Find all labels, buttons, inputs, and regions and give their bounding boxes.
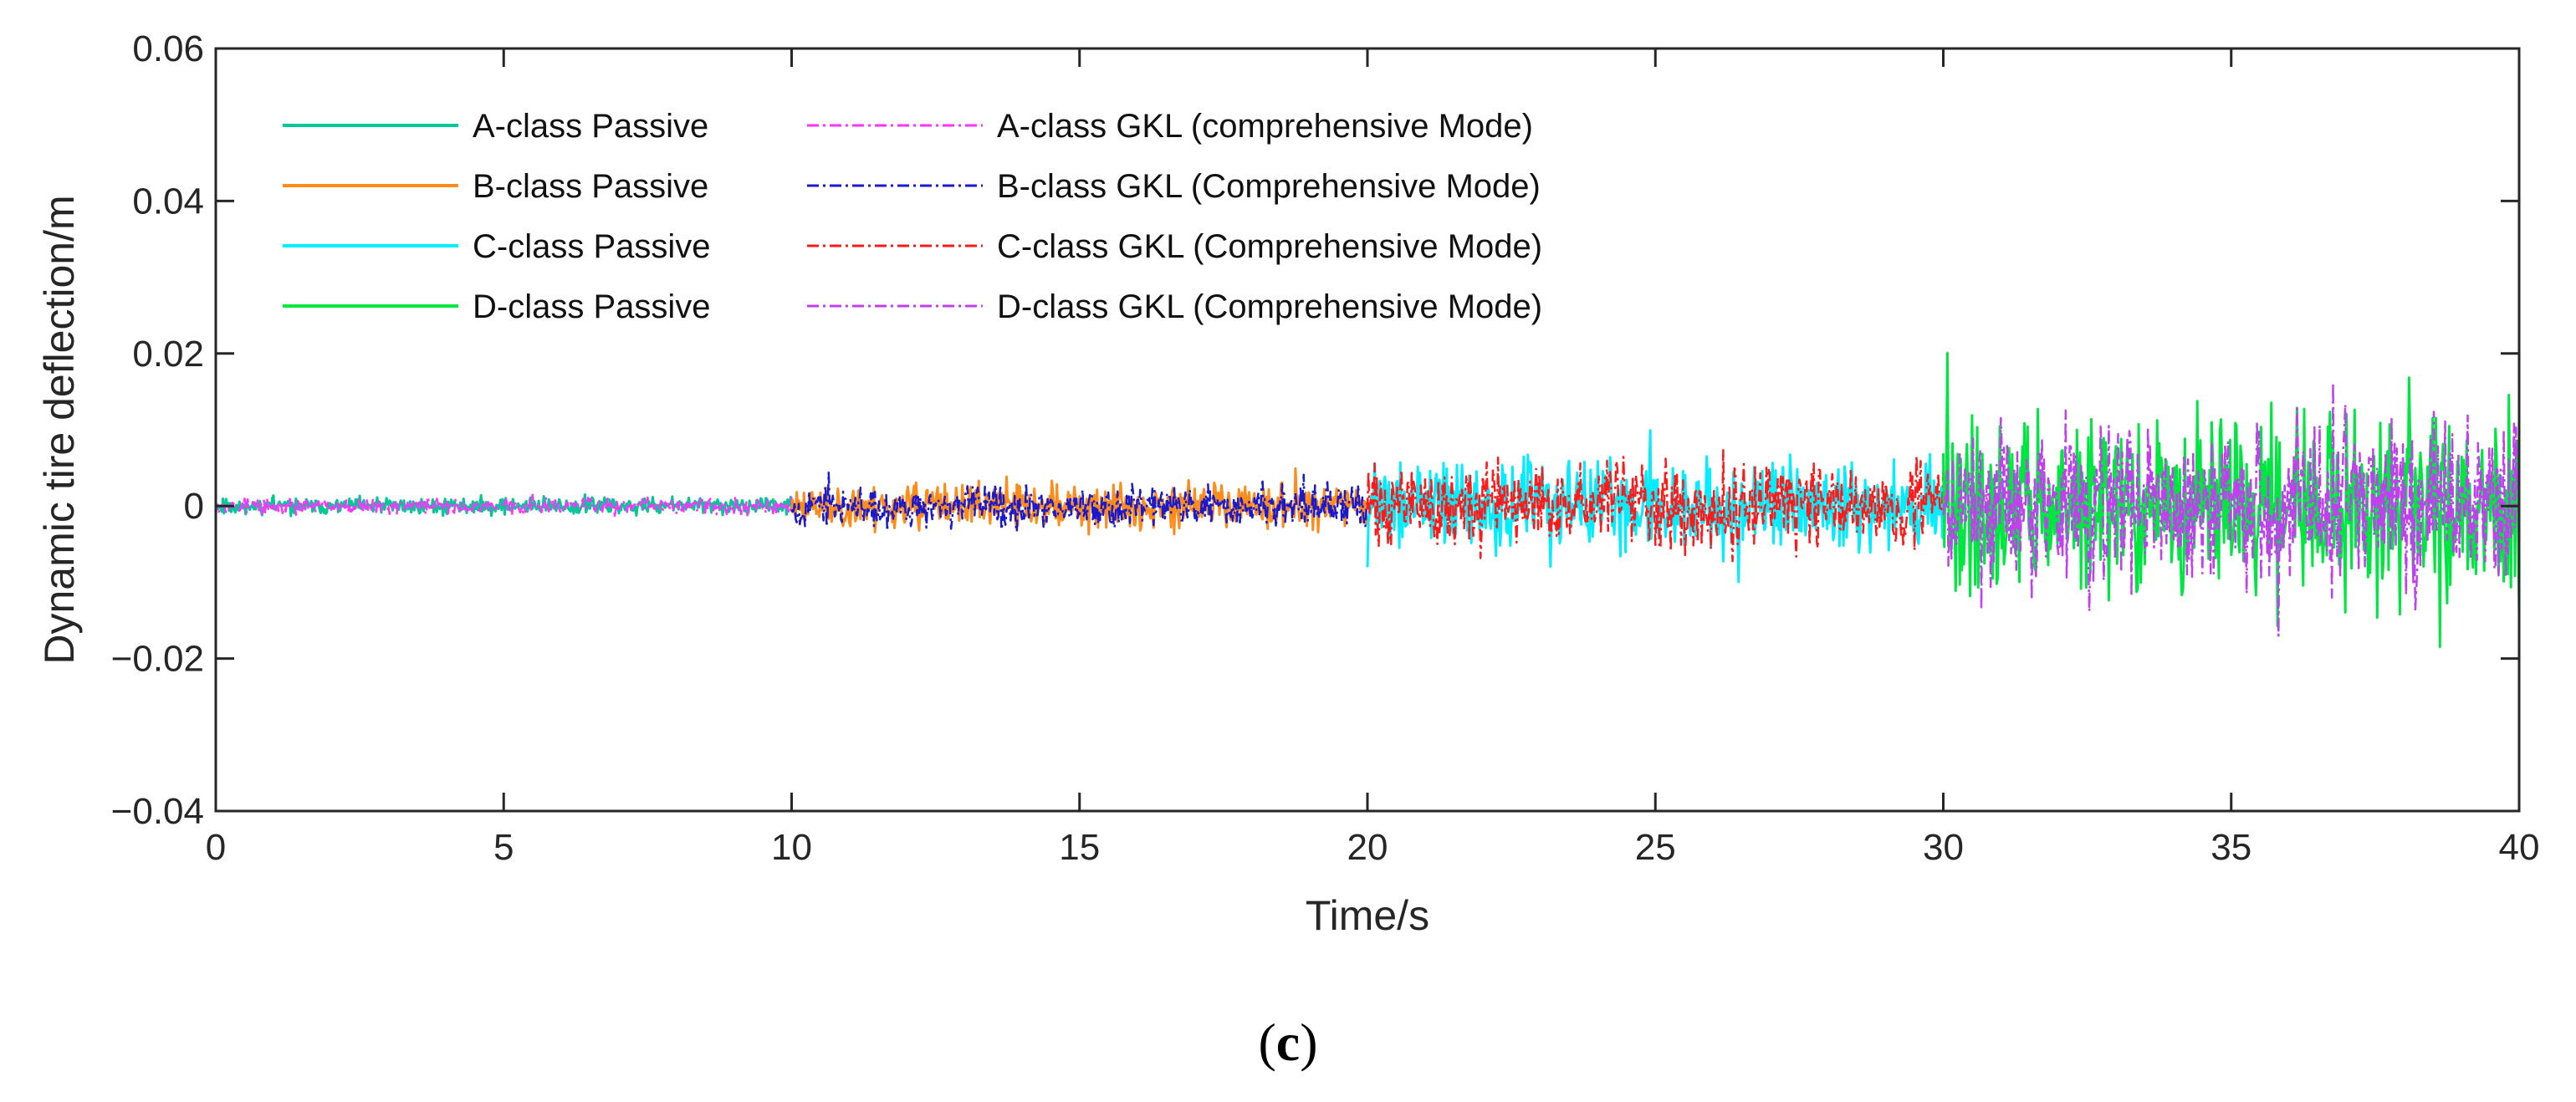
legend-label: C-class GKL (Comprehensive Mode) bbox=[997, 228, 1542, 265]
series-line-d-class-gkl-comprehensive-mode bbox=[1942, 381, 2521, 637]
y-tick-label: 0.06 bbox=[132, 28, 204, 69]
x-tick-label: 40 bbox=[2499, 827, 2540, 868]
y-tick-label: 0 bbox=[184, 486, 204, 527]
x-tick-label: 30 bbox=[1923, 827, 1964, 868]
x-tick-label: 15 bbox=[1059, 827, 1100, 868]
x-axis-label: Time/s bbox=[1306, 892, 1429, 939]
legend-label: B-class GKL (Comprehensive Mode) bbox=[997, 168, 1541, 205]
y-tick-label: 0.04 bbox=[132, 181, 204, 222]
x-tick-label: 10 bbox=[771, 827, 812, 868]
series-line-d-class-passive bbox=[1942, 351, 2521, 649]
legend: A-class Passive B-class Passive C-class Pa… bbox=[283, 108, 1542, 325]
y-axis-label: Dynamic tire deflection/m bbox=[36, 195, 83, 664]
ticks-layer: 0 5 10 15 20 25 30 35 40 −0.04 −0.02 0 0.02 0.04 0.06 bbox=[111, 28, 2540, 868]
x-tick-label: 0 bbox=[206, 827, 226, 868]
series-line-b-class-gkl-comprehensive-mode bbox=[790, 471, 1369, 533]
caption-open-paren: ( bbox=[1258, 1013, 1275, 1072]
legend-label: D-class GKL (Comprehensive Mode) bbox=[997, 288, 1542, 325]
x-tick-label: 35 bbox=[2211, 827, 2251, 868]
x-tick-label: 20 bbox=[1347, 827, 1388, 868]
legend-label: A-class GKL (comprehensive Mode) bbox=[997, 108, 1533, 145]
series-line-b-class-passive bbox=[790, 467, 1369, 536]
legend-label: D-class Passive bbox=[473, 288, 711, 325]
y-tick-label: −0.02 bbox=[111, 639, 204, 680]
x-tick-label: 5 bbox=[493, 827, 514, 868]
series-layer bbox=[214, 351, 2521, 649]
legend-label: B-class Passive bbox=[473, 168, 708, 205]
y-tick-label: 0.02 bbox=[132, 334, 204, 375]
caption-letter: c bbox=[1276, 1013, 1300, 1072]
series-line-c-class-gkl-comprehensive-mode bbox=[1366, 449, 1945, 563]
x-tick-label: 25 bbox=[1635, 827, 1676, 868]
figure-caption: (c) bbox=[1258, 1013, 1317, 1072]
y-tick-label: −0.04 bbox=[111, 791, 204, 832]
caption-close-paren: ) bbox=[1300, 1013, 1317, 1072]
legend-label: A-class Passive bbox=[473, 108, 708, 145]
legend-label: C-class Passive bbox=[473, 228, 711, 265]
series-line-a-class-gkl-comprehensive-mode bbox=[214, 493, 793, 518]
